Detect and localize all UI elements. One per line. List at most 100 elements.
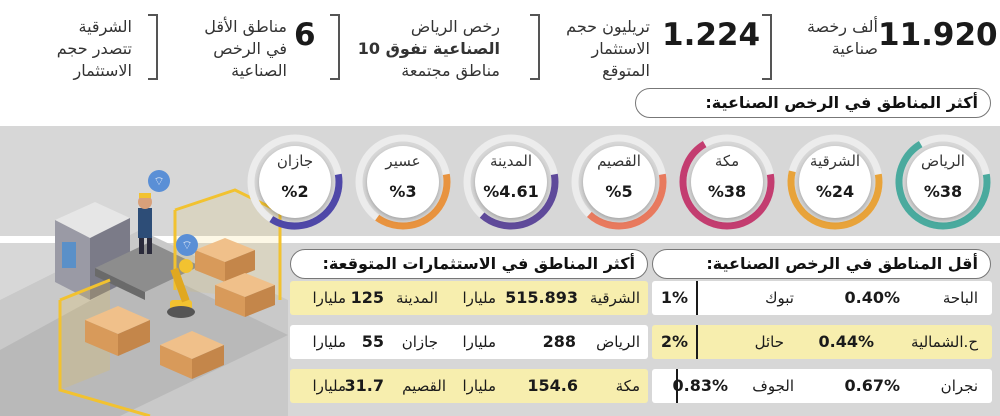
- stat-number: 6: [294, 17, 316, 53]
- stat-number: 1.224: [662, 17, 761, 53]
- region-value: 0.67%: [844, 376, 900, 395]
- region-name: القصيم: [402, 377, 446, 395]
- region-name: جازان: [401, 333, 438, 351]
- region-value: 0.40%: [844, 288, 900, 307]
- table-row: ح.الشمالية 0.44% حائل 2%: [652, 325, 992, 359]
- stat-investment: 1.224 تريليون حجم الاستثمار المتوقع: [550, 8, 760, 84]
- region-name: تبوك: [765, 289, 794, 307]
- gauge-ring: [247, 134, 343, 230]
- separator: [330, 14, 340, 80]
- region-name: الباحة: [942, 289, 978, 307]
- region-gauge: الشرقية %24: [785, 132, 885, 232]
- gauge-ring: [463, 134, 559, 230]
- region-value: 0.83%: [672, 376, 728, 395]
- gauge-arc: [895, 134, 991, 230]
- gauge-arc: [463, 134, 559, 230]
- investment-unit: مليارا: [462, 377, 496, 395]
- investment-unit: مليارا: [462, 289, 496, 307]
- region-name: حائل: [754, 333, 784, 351]
- investment-value: 154.6: [527, 376, 578, 395]
- gauge-arc: [355, 134, 451, 230]
- stat-number: 11.920: [878, 17, 998, 53]
- factory-scene-icon: [0, 188, 288, 416]
- gauge-ring: [895, 134, 991, 230]
- separator: [530, 14, 540, 80]
- wifi-icon: ⌔: [148, 170, 170, 192]
- table-row: نجران 0.67% الجوف 0.83%: [652, 369, 992, 403]
- region-gauge: مكة %38: [677, 132, 777, 232]
- gauge-arc: [571, 134, 667, 230]
- most-investment-heading: أكثر المناطق في الاستثمارات المتوقعة:: [290, 249, 648, 279]
- gauge-arc: [679, 134, 775, 230]
- investment-unit: مليارا: [312, 333, 346, 351]
- region-gauge: جازان %2: [245, 132, 345, 232]
- investment-unit: مليارا: [312, 289, 346, 307]
- stat-description: الشرقية تتصدر حجم الاستثمار: [56, 17, 132, 80]
- stat-eastern: الشرقية تتصدر حجم الاستثمار: [20, 8, 140, 84]
- region-value: 0.44%: [818, 332, 874, 351]
- region-gauge: المدينة %4.61: [461, 132, 561, 232]
- gauge-region-name: القصيم: [597, 152, 641, 170]
- separator: [762, 14, 772, 80]
- investment-value: 125: [350, 288, 384, 307]
- gauge-arc: [787, 134, 883, 230]
- gauge-region-name: عسير: [385, 152, 421, 170]
- divider: [676, 369, 678, 403]
- investment-value: 515.893: [505, 288, 578, 307]
- region-name: ح.الشمالية: [911, 333, 978, 351]
- gauge-value: %2: [281, 182, 309, 201]
- gauge-value: %5: [605, 182, 633, 201]
- region-name: الشرقية: [589, 289, 640, 307]
- gauge-region-name: جازان: [276, 152, 314, 170]
- region-name: الجوف: [752, 377, 794, 395]
- investment-value: 288: [542, 332, 576, 351]
- gauge-value: %38: [707, 182, 747, 201]
- most-licenses-heading: أكثر المناطق في الرخص الصناعية:: [635, 88, 991, 118]
- stat-description: ألف رخصة صناعية: [806, 17, 878, 58]
- gauge-region-name: الرياض: [921, 152, 965, 170]
- region-name: مكة: [615, 377, 640, 395]
- stat-description: رخص الرياض الصناعية تفوق 10 مناطق مجتمعة: [357, 17, 500, 80]
- stat-riyadh: رخص الرياض الصناعية تفوق 10 مناطق مجتمعة: [348, 8, 518, 84]
- stat-least-regions: 6 مناطق الأقل في الرخص الصناعية: [182, 8, 327, 84]
- gauge-center: [367, 146, 439, 218]
- region-name: المدينة: [395, 289, 438, 307]
- investment-unit: مليارا: [312, 377, 346, 395]
- gauge-ring: [787, 134, 883, 230]
- gauge-value: %24: [815, 182, 855, 201]
- gauge-value: %4.61: [483, 182, 539, 201]
- region-value: 1%: [660, 288, 688, 307]
- gauge-center: [907, 146, 979, 218]
- wifi-icon: ⌔: [176, 234, 198, 256]
- table-row: الباحة 0.40% تبوك 1%: [652, 281, 992, 315]
- gauge-center: [691, 146, 763, 218]
- gauge-value: %38: [923, 182, 963, 201]
- gauge-ring: [355, 134, 451, 230]
- stat-licenses: 11.920 ألف رخصة صناعية: [780, 8, 998, 84]
- table-row: مكة 154.6 مليارا القصيم 31.7 مليارا: [290, 369, 648, 403]
- investment-value: 31.7: [344, 376, 384, 395]
- table-row: الشرقية 515.893 مليارا المدينة 125 مليار…: [290, 281, 648, 315]
- gauge-ring: [571, 134, 667, 230]
- region-value: 2%: [660, 332, 688, 351]
- region-name: نجران: [940, 377, 978, 395]
- gauge-center: [799, 146, 871, 218]
- region-gauge: القصيم %5: [569, 132, 669, 232]
- gauge-center: [259, 146, 331, 218]
- stat-description: تريليون حجم الاستثمار المتوقع: [566, 17, 650, 80]
- factory-illustration: ⌔ ⌔: [0, 150, 288, 416]
- gauge-center: [583, 146, 655, 218]
- least-licenses-heading: أقل المناطق في الرخص الصناعية:: [652, 249, 991, 279]
- gauge-arc: [247, 134, 343, 230]
- divider: [696, 281, 698, 315]
- separator: [148, 14, 158, 80]
- divider: [696, 325, 698, 359]
- investment-value: 55: [361, 332, 384, 351]
- region-name: الرياض: [596, 333, 640, 351]
- gauge-region-name: الشرقية: [809, 152, 861, 170]
- gauge-ring: [679, 134, 775, 230]
- table-row: الرياض 288 مليارا جازان 55 مليارا: [290, 325, 648, 359]
- region-gauge: عسير %3: [353, 132, 453, 232]
- region-gauge: الرياض %38: [893, 132, 993, 232]
- gauge-region-name: المدينة: [489, 152, 533, 170]
